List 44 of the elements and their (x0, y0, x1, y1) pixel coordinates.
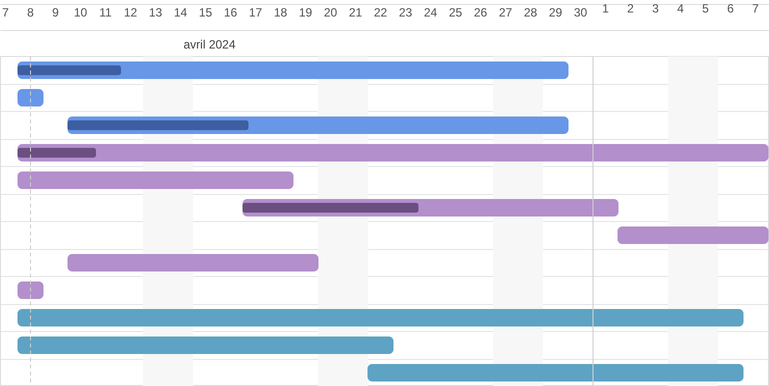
x-tick-label: 23 (398, 6, 412, 20)
x-tick-label: 28 (524, 6, 538, 20)
bar (18, 144, 768, 162)
x2-tick-label: 1 (602, 2, 610, 16)
x-tick-label: 19 (298, 6, 312, 20)
x2-tick-label: 6 (727, 2, 734, 16)
bar (618, 226, 768, 244)
x-tick-label: 24 (424, 6, 438, 20)
bar (68, 254, 318, 272)
x-tick-label: 14 (174, 6, 188, 20)
x2-tick-label: 5 (702, 2, 710, 16)
bar (18, 309, 744, 326)
x-tick-label: 16 (224, 6, 238, 20)
chart-title: avril 2024 (184, 38, 236, 52)
bar (68, 120, 248, 130)
x-tick-label: 12 (124, 6, 138, 20)
x-tick-label: 29 (548, 6, 562, 20)
x2-tick-label: 3 (652, 2, 660, 16)
x2-tick-label: 2 (627, 2, 634, 16)
x-tick-label: 7 (2, 6, 10, 20)
bar (18, 282, 44, 299)
x-tick-label: 15 (198, 6, 212, 20)
x-tick-label: 25 (448, 6, 462, 20)
bar (18, 65, 121, 76)
x-tick-label: 27 (498, 6, 512, 20)
x-tick-label: 9 (52, 6, 60, 20)
x2-tick-label: 4 (677, 2, 684, 16)
x-tick-label: 30 (574, 6, 588, 20)
x-tick-label: 11 (99, 6, 112, 20)
x-tick-label: 22 (374, 6, 388, 20)
bar (368, 364, 744, 382)
x-tick-label: 21 (348, 6, 362, 20)
bar (18, 336, 394, 354)
bar (18, 172, 294, 189)
x-tick-label: 13 (148, 6, 162, 20)
bar (242, 202, 418, 213)
x-tick-label: 20 (324, 6, 338, 20)
bar (18, 89, 44, 106)
x-tick-label: 17 (248, 6, 262, 20)
x-tick-label: 26 (474, 6, 488, 20)
bar (18, 148, 96, 158)
x-tick-label: 18 (274, 6, 288, 20)
x-tick-label: 10 (74, 6, 88, 20)
x-tick-label: 8 (27, 6, 34, 20)
